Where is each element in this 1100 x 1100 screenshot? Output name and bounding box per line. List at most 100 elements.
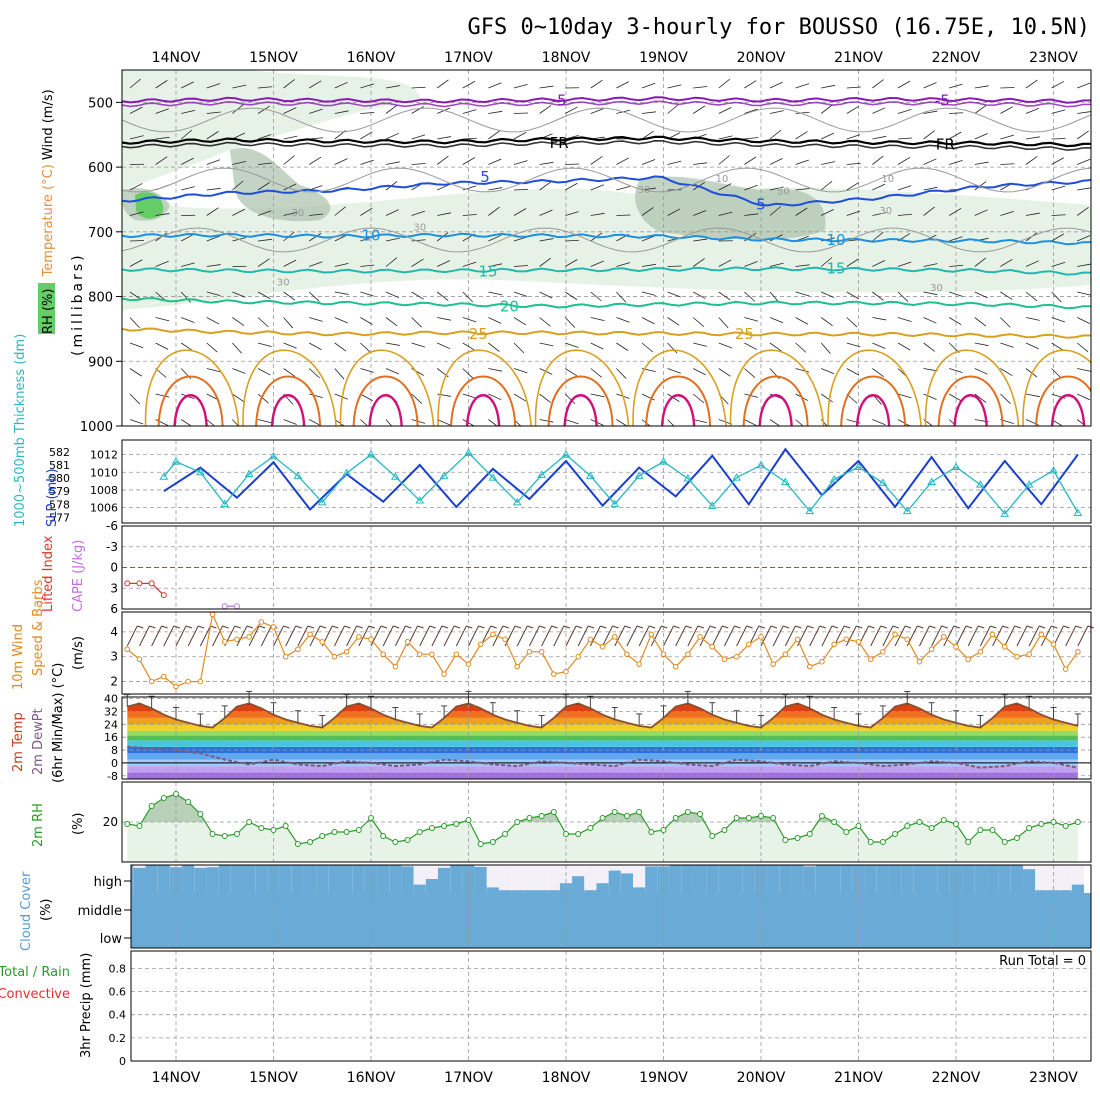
wind-barb xyxy=(334,368,345,380)
wind-barb xyxy=(923,317,937,324)
cloud-high-bar xyxy=(791,865,804,893)
cloud-high-clear xyxy=(584,865,597,893)
wind-barb xyxy=(667,160,682,165)
wind-barb-flag xyxy=(904,625,912,629)
wind-barb xyxy=(897,109,912,114)
rh-marker xyxy=(319,833,326,839)
wind-speed-marker xyxy=(685,651,691,658)
wind-barb xyxy=(257,419,272,424)
wind-barb xyxy=(667,104,679,114)
wind-speed-marker xyxy=(209,611,216,618)
series-marker xyxy=(160,592,167,599)
wind-speed-marker xyxy=(880,648,886,655)
cloud-unit-label: (%) xyxy=(39,899,54,922)
wind-barb xyxy=(260,625,272,647)
date-tick-label: 19NOV xyxy=(639,50,688,66)
wind-barb xyxy=(718,78,730,89)
wind-barb xyxy=(283,107,297,114)
temp-tick-label: 24 xyxy=(104,718,118,731)
cloud-high-bar xyxy=(206,867,219,893)
wind-barb xyxy=(1077,263,1091,267)
wind-barb xyxy=(667,342,678,354)
rh-marker xyxy=(453,821,460,827)
wind-barb xyxy=(155,213,170,216)
wind-barb xyxy=(513,131,527,140)
rh-marker xyxy=(599,815,606,821)
wind-speed-marker xyxy=(831,641,837,648)
wind-barb xyxy=(528,625,540,647)
cloud-high-bar xyxy=(303,865,317,893)
isotherm-label: 30 xyxy=(638,185,651,196)
isotherm-label: FR xyxy=(550,134,569,152)
wind-barb xyxy=(590,212,605,216)
wind-barb xyxy=(795,368,810,373)
wind-barb xyxy=(411,134,426,140)
cloud-level-label: middle xyxy=(78,904,122,919)
cloud-level-label: high xyxy=(94,875,122,890)
cloud-frame xyxy=(130,864,1092,949)
wind-barb xyxy=(283,135,298,140)
wind-barb xyxy=(513,291,528,297)
wind-barb xyxy=(360,131,373,140)
pressure-tick-label: 900 xyxy=(88,355,113,370)
wind-barb xyxy=(675,625,687,647)
isotherm-35-lobe xyxy=(270,394,306,426)
cloud-high-bar xyxy=(511,890,524,893)
wind-barb xyxy=(285,625,297,647)
wind-barb xyxy=(974,257,987,267)
temp-band xyxy=(127,717,1078,725)
wind-barb xyxy=(795,291,810,297)
wind-barb-flag xyxy=(405,625,412,629)
wind-barb-flag xyxy=(234,625,241,629)
wind-barb xyxy=(385,209,399,216)
thickness-tick-label: 578 xyxy=(49,498,70,511)
wind-barb xyxy=(346,625,358,647)
slp-marker xyxy=(610,499,620,508)
wind-barb xyxy=(1077,82,1091,89)
wind-barb-flag xyxy=(356,625,363,629)
wind-speed-marker xyxy=(234,636,240,643)
slp-line xyxy=(163,451,1079,515)
wind-speed-marker xyxy=(1014,653,1020,660)
isotherm-35-lobe xyxy=(855,394,891,426)
cloud-low-middle xyxy=(131,893,1091,948)
wind-barb xyxy=(974,393,987,403)
pressure-tick-label: 500 xyxy=(88,96,113,111)
wind-barb xyxy=(232,368,246,374)
wind-barb xyxy=(820,342,831,354)
wind-barb xyxy=(693,238,708,242)
wind-barb xyxy=(232,342,243,354)
wind-barb xyxy=(718,211,733,216)
wind-barb xyxy=(948,207,962,216)
cloud-high-bar xyxy=(279,865,292,893)
wind-barb xyxy=(360,317,373,325)
wind-barb xyxy=(577,625,589,647)
wind-barb xyxy=(385,342,400,346)
lifted-index-tick-label: 6 xyxy=(110,602,118,616)
wind-barb xyxy=(360,368,374,373)
cloud-high-bar xyxy=(633,887,646,893)
rh-contour xyxy=(122,227,1091,253)
wind-barb xyxy=(283,317,294,329)
isotherm-label: 20 xyxy=(500,297,519,315)
slp-marker xyxy=(927,477,936,485)
isotherm-label: 10 xyxy=(881,174,894,185)
cloud-high-bar xyxy=(450,865,463,893)
wind-barb xyxy=(974,181,987,191)
wind-speed-marker xyxy=(173,683,179,690)
wind-barb xyxy=(462,137,477,140)
slp-marker xyxy=(196,467,205,476)
cloud-high-bar xyxy=(182,865,195,893)
cloud-marks xyxy=(131,865,1091,948)
wind-barb xyxy=(693,86,708,89)
precip-marks xyxy=(131,951,1091,1061)
rh-axis: 20 xyxy=(103,815,118,829)
rh-marker xyxy=(1001,839,1008,845)
wind-barb xyxy=(539,85,554,89)
wind-barb xyxy=(206,111,221,114)
cloud-high-bar xyxy=(243,865,256,893)
wind-barb xyxy=(360,207,373,216)
wind-barb xyxy=(309,108,323,114)
wind-barb xyxy=(283,211,298,216)
